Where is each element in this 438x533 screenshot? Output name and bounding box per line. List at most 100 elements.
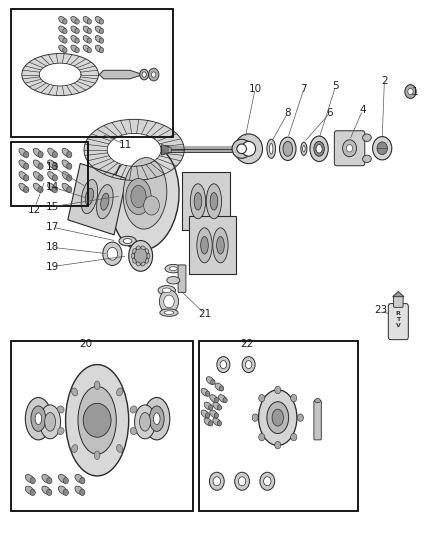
- Ellipse shape: [19, 183, 27, 192]
- Ellipse shape: [33, 148, 42, 157]
- Ellipse shape: [363, 155, 371, 163]
- Circle shape: [63, 478, 68, 484]
- Ellipse shape: [217, 357, 230, 373]
- Circle shape: [99, 28, 104, 34]
- Ellipse shape: [237, 144, 247, 154]
- Ellipse shape: [210, 410, 218, 418]
- Text: 12: 12: [28, 205, 41, 215]
- Circle shape: [99, 38, 104, 43]
- Ellipse shape: [57, 427, 64, 434]
- Text: 22: 22: [240, 340, 254, 350]
- Polygon shape: [392, 292, 404, 297]
- Ellipse shape: [95, 36, 102, 43]
- Text: R
T
V: R T V: [396, 311, 401, 328]
- Circle shape: [47, 478, 52, 484]
- Polygon shape: [39, 63, 81, 86]
- Circle shape: [152, 72, 156, 77]
- Ellipse shape: [129, 240, 152, 271]
- Text: 15: 15: [46, 201, 60, 212]
- Ellipse shape: [164, 311, 174, 314]
- Ellipse shape: [141, 262, 145, 266]
- Ellipse shape: [71, 388, 78, 396]
- FancyBboxPatch shape: [188, 216, 237, 274]
- Ellipse shape: [264, 477, 271, 486]
- Circle shape: [214, 398, 219, 403]
- Ellipse shape: [158, 286, 176, 295]
- Circle shape: [208, 405, 213, 410]
- Circle shape: [217, 405, 222, 410]
- Ellipse shape: [167, 277, 180, 284]
- Bar: [11, 142, 88, 206]
- Circle shape: [67, 187, 72, 193]
- Ellipse shape: [75, 474, 84, 483]
- Ellipse shape: [245, 361, 252, 368]
- Ellipse shape: [209, 472, 224, 490]
- Ellipse shape: [279, 137, 296, 160]
- Ellipse shape: [83, 17, 90, 23]
- Ellipse shape: [78, 386, 116, 454]
- Ellipse shape: [123, 239, 132, 244]
- Circle shape: [148, 68, 159, 81]
- Ellipse shape: [303, 146, 305, 152]
- Ellipse shape: [267, 402, 289, 433]
- Ellipse shape: [71, 45, 78, 52]
- Circle shape: [80, 489, 85, 496]
- Bar: [11, 142, 88, 206]
- FancyBboxPatch shape: [182, 172, 230, 230]
- Circle shape: [47, 489, 52, 496]
- Ellipse shape: [149, 406, 164, 431]
- Circle shape: [223, 398, 227, 403]
- Circle shape: [67, 151, 72, 158]
- Ellipse shape: [136, 246, 140, 250]
- Circle shape: [405, 85, 416, 99]
- Circle shape: [377, 142, 388, 155]
- Bar: [198, 341, 358, 512]
- Ellipse shape: [310, 136, 328, 161]
- Circle shape: [214, 413, 219, 418]
- Ellipse shape: [258, 390, 297, 446]
- Ellipse shape: [204, 402, 212, 410]
- Circle shape: [87, 47, 92, 53]
- Circle shape: [87, 38, 92, 43]
- Ellipse shape: [140, 69, 148, 80]
- FancyBboxPatch shape: [334, 131, 365, 166]
- Circle shape: [219, 386, 224, 391]
- Text: 10: 10: [248, 84, 261, 94]
- Circle shape: [63, 19, 67, 24]
- Ellipse shape: [83, 45, 90, 52]
- Ellipse shape: [71, 26, 78, 33]
- Circle shape: [205, 413, 210, 418]
- Ellipse shape: [215, 383, 223, 391]
- Polygon shape: [162, 144, 171, 155]
- Circle shape: [291, 394, 297, 402]
- Circle shape: [63, 28, 67, 34]
- Ellipse shape: [201, 389, 209, 396]
- Ellipse shape: [59, 26, 66, 33]
- Ellipse shape: [133, 248, 136, 253]
- Ellipse shape: [142, 72, 146, 77]
- Circle shape: [275, 441, 281, 449]
- Circle shape: [252, 414, 258, 421]
- Circle shape: [24, 163, 29, 169]
- Ellipse shape: [153, 413, 160, 424]
- Text: 17: 17: [46, 222, 60, 232]
- Ellipse shape: [235, 134, 262, 164]
- Ellipse shape: [19, 148, 27, 157]
- Ellipse shape: [35, 413, 42, 424]
- Circle shape: [297, 414, 304, 421]
- Ellipse shape: [235, 472, 250, 490]
- FancyBboxPatch shape: [178, 265, 186, 293]
- Ellipse shape: [62, 172, 71, 180]
- Ellipse shape: [267, 139, 276, 158]
- Ellipse shape: [165, 264, 182, 273]
- Text: 1: 1: [412, 86, 418, 96]
- Circle shape: [30, 478, 35, 484]
- Polygon shape: [22, 53, 99, 95]
- Circle shape: [217, 421, 222, 426]
- Circle shape: [87, 19, 92, 24]
- Ellipse shape: [136, 262, 140, 266]
- Ellipse shape: [42, 474, 51, 483]
- Text: 6: 6: [327, 108, 333, 118]
- Ellipse shape: [269, 143, 273, 154]
- Circle shape: [75, 38, 79, 43]
